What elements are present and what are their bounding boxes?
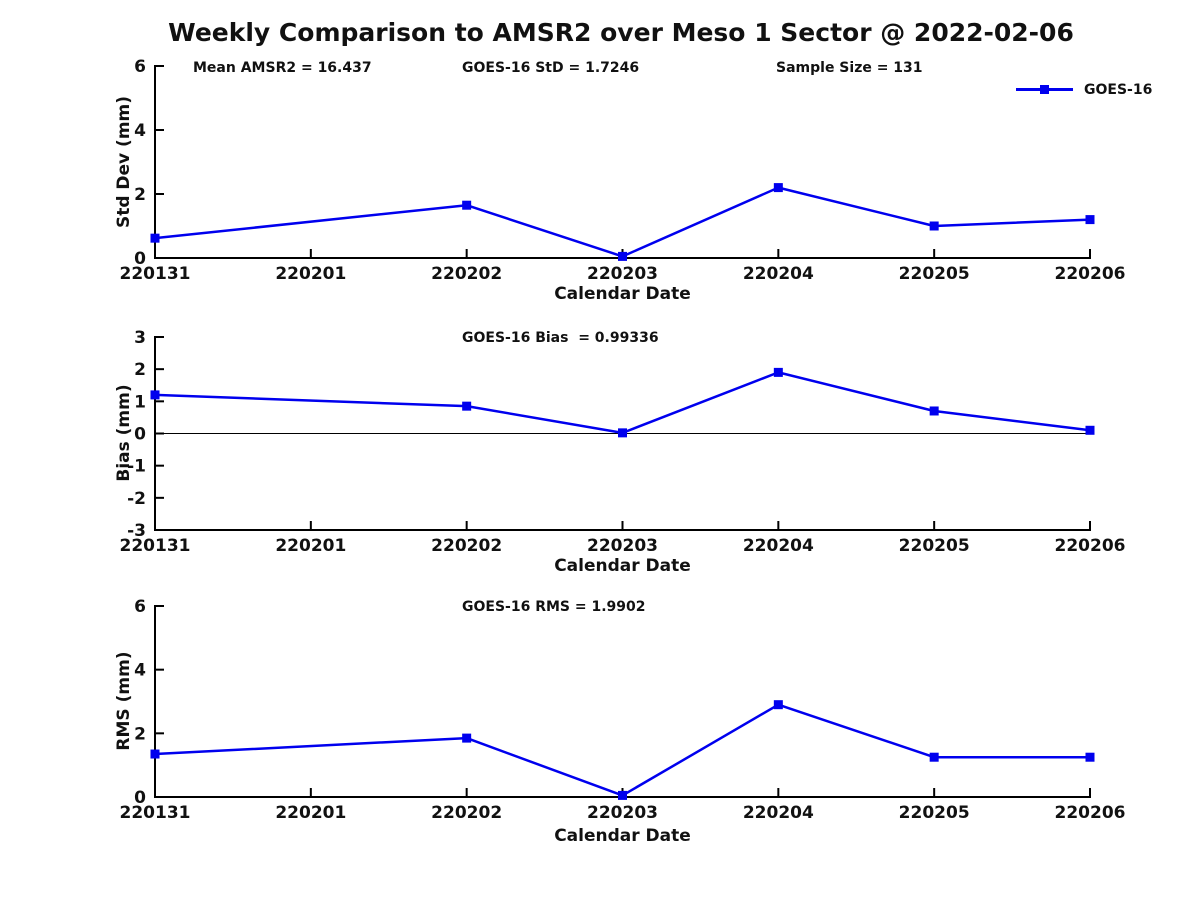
data-point-marker (150, 233, 160, 243)
series-line-goes-16 (154, 703, 1090, 797)
data-point-marker (618, 251, 627, 261)
legend-label-goes16: GOES-16 (1084, 82, 1153, 98)
x-tick-label: 220203 (587, 536, 658, 556)
chart-2: -3 -2 -1 0 1 2 3 220131 220201 220202 220203 220204… (120, 328, 1126, 556)
x-axis-label-1: Calendar Date (554, 284, 691, 304)
x-axis-label-3: Calendar Date (554, 826, 691, 846)
x-tick-label: 220201 (275, 803, 346, 823)
x-tick-label: 220202 (431, 803, 502, 823)
y-tick-label: 0 (134, 788, 146, 808)
series-line-goes-16 (154, 186, 1091, 258)
x-tick-label: 220204 (743, 803, 814, 823)
y-tick-label: 2 (134, 185, 146, 205)
y-tick-label: 0 (134, 249, 146, 269)
subplot-rms-title: GOES-16 RMS = 1.9902 (462, 599, 646, 615)
series-line-goes-16 (154, 371, 1091, 435)
y-tick-label: 1 (134, 392, 146, 412)
data-point-marker (1085, 215, 1095, 225)
x-tick-label: 220205 (899, 264, 970, 284)
y-axis-label-stddev: Std Dev (mm) (114, 95, 134, 229)
data-point-marker (618, 790, 627, 800)
y-tick-label: 3 (134, 328, 146, 348)
x-tick-label: 220206 (1055, 536, 1126, 556)
data-point-marker (462, 200, 472, 210)
y-axis-label-rms: RMS (mm) (114, 651, 134, 751)
data-point-marker (462, 401, 472, 411)
y-tick-label: 4 (134, 121, 146, 141)
data-point-marker (462, 733, 472, 743)
x-tick-label: 220131 (120, 264, 191, 284)
subplot-bias-title: GOES-16 Bias = 0.99336 (462, 330, 659, 346)
x-axis-label-2: Calendar Date (554, 556, 691, 576)
x-tick-label: 220201 (275, 264, 346, 284)
annotation-mean-amsr2: Mean AMSR2 = 16.437 (193, 60, 372, 76)
legend-square-marker-icon (1040, 85, 1049, 94)
data-point-marker (773, 183, 783, 193)
data-point-marker (1085, 425, 1095, 435)
chart-3: 0 2 4 6 220131 220201 220202 220203 220204 220205… (120, 597, 1126, 823)
y-tick-label: 2 (134, 724, 146, 744)
x-tick-label: 220131 (120, 803, 191, 823)
data-point-marker (929, 752, 939, 762)
x-tick-label: 220206 (1055, 803, 1126, 823)
x-tick-label: 220206 (1055, 264, 1126, 284)
y-tick-label: -3 (127, 521, 146, 541)
y-tick-label: -1 (127, 457, 146, 477)
x-tick-label: 220205 (899, 803, 970, 823)
x-tick-label: 220204 (743, 536, 814, 556)
data-point-marker (1085, 752, 1095, 762)
data-point-marker (618, 428, 627, 438)
y-tick-label: 0 (134, 425, 146, 445)
y-tick-label: 6 (134, 597, 146, 617)
annotation-goes16-std: GOES-16 StD = 1.7246 (462, 60, 640, 76)
y-tick-label: -2 (127, 489, 146, 509)
page-title: Weekly Comparison to AMSR2 over Meso 1 S… (168, 18, 1074, 47)
data-point-marker (773, 367, 783, 377)
data-point-marker (150, 749, 160, 759)
x-tick-label: 220131 (120, 536, 191, 556)
data-point-marker (929, 221, 939, 231)
x-tick-label: 220203 (587, 803, 658, 823)
chart-1: 0 2 4 6 220131 220201 220202 220203 220204 220205… (120, 57, 1126, 284)
y-tick-label: 6 (134, 57, 146, 77)
x-tick-label: 220202 (431, 264, 502, 284)
x-tick-label: 220205 (899, 536, 970, 556)
y-axis-label-bias: Bias (mm) (114, 384, 134, 482)
data-point-marker (929, 406, 939, 416)
x-tick-label: 220203 (587, 264, 658, 284)
data-point-marker (773, 700, 783, 710)
y-tick-label: 2 (134, 360, 146, 380)
x-tick-label: 220204 (743, 264, 814, 284)
y-tick-label: 4 (134, 661, 146, 681)
annotation-sample-size: Sample Size = 131 (776, 60, 923, 76)
data-point-marker (150, 390, 160, 400)
x-tick-label: 220202 (431, 536, 502, 556)
x-tick-label: 220201 (275, 536, 346, 556)
